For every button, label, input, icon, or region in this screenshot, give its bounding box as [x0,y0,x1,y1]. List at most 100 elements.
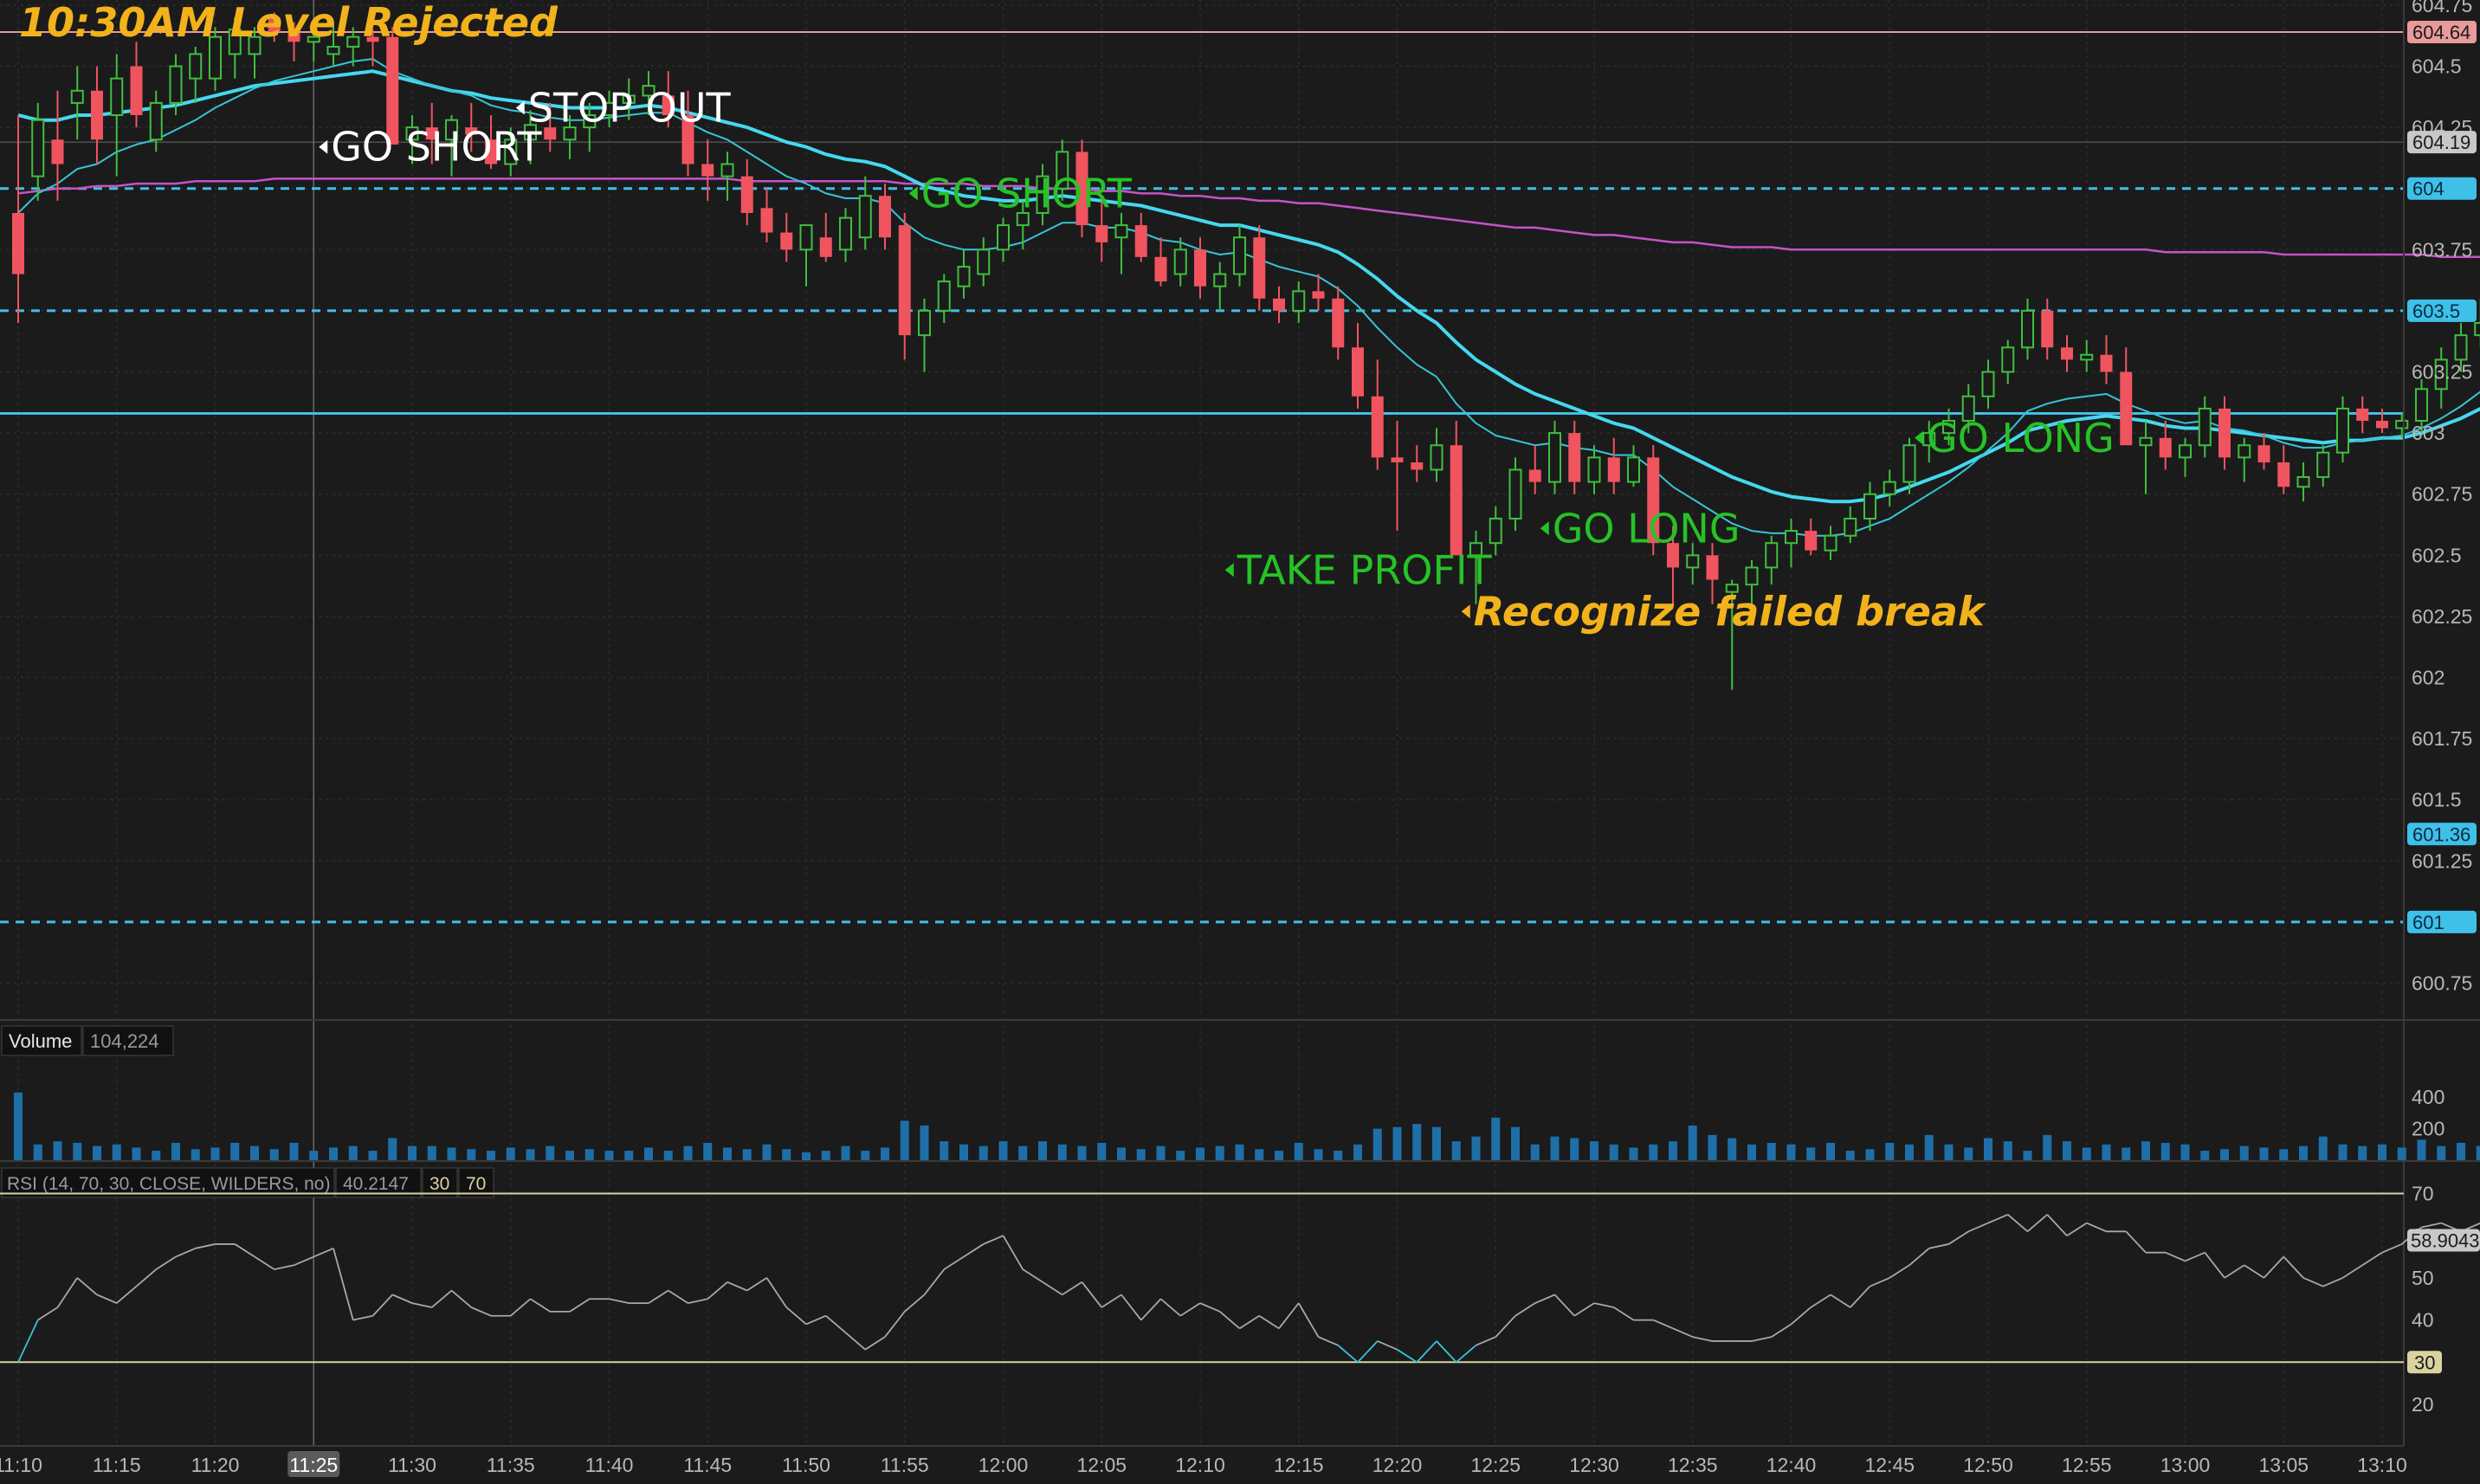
candle[interactable] [1411,445,1424,482]
candle[interactable] [2376,408,2388,434]
candle[interactable] [2356,396,2369,434]
price-axis[interactable]: 604.75604.5604.25604603.75603.5603.25603… [2407,0,2477,995]
candle[interactable] [209,27,222,91]
candle[interactable] [1785,518,1798,568]
candle[interactable] [1194,237,1206,299]
candle[interactable] [287,22,300,61]
candle[interactable] [425,102,438,165]
candle[interactable] [2238,437,2251,482]
candle[interactable] [1667,526,1679,604]
candle[interactable] [681,90,694,177]
candles[interactable] [12,12,2480,690]
candle[interactable] [1844,506,1857,544]
candle[interactable] [485,115,497,170]
candle[interactable] [799,224,813,287]
candle[interactable] [1016,200,1030,250]
candle[interactable] [1824,526,1837,560]
candle[interactable] [740,158,753,226]
candle[interactable] [1745,559,1759,604]
candle[interactable] [2395,413,2409,438]
candle[interactable] [622,78,636,120]
candle[interactable] [603,90,616,128]
candle[interactable] [1075,139,1088,238]
candle[interactable] [1332,286,1345,360]
candle[interactable] [1587,445,1601,494]
candle[interactable] [1233,225,1246,287]
candle[interactable] [1981,359,1995,409]
candle[interactable] [2179,437,2192,477]
candle[interactable] [326,22,340,67]
candle[interactable] [1430,428,1443,482]
candle[interactable] [91,66,103,165]
candle[interactable] [1273,286,1285,324]
candle[interactable] [1312,274,1325,311]
candle[interactable] [1114,212,1128,274]
candle[interactable] [386,27,399,145]
candle[interactable] [1173,237,1187,287]
candle[interactable] [1450,421,1463,556]
candle[interactable] [189,46,203,103]
candle[interactable] [445,115,458,177]
candle[interactable] [248,27,262,79]
candle[interactable] [1213,261,1227,311]
candle[interactable] [879,184,891,250]
candle[interactable] [465,102,478,152]
candle[interactable] [720,152,734,201]
candle[interactable] [1627,445,1640,487]
candle[interactable] [1292,281,1306,324]
candle[interactable] [1528,445,1541,494]
candle[interactable] [2415,379,2428,434]
candle[interactable] [130,42,143,128]
candle[interactable] [346,27,360,67]
candle[interactable] [662,71,675,128]
candle[interactable] [268,12,281,42]
candle[interactable] [1686,543,1700,585]
candle[interactable] [110,54,124,177]
candle[interactable] [12,115,24,324]
candle[interactable] [997,217,1010,262]
candle[interactable] [1253,225,1266,311]
candle[interactable] [898,212,911,360]
candle[interactable] [780,212,793,262]
candle[interactable] [1391,421,1404,532]
candle[interactable] [2257,433,2270,470]
candle[interactable] [51,90,64,201]
candle[interactable] [1134,212,1147,262]
candle[interactable] [366,29,379,67]
candle[interactable] [228,17,242,79]
candle[interactable] [2041,298,2054,360]
candle[interactable] [583,102,597,152]
candle[interactable] [1805,518,1818,556]
candle[interactable] [524,110,537,165]
candle[interactable] [858,176,872,250]
candle[interactable] [2159,421,2172,470]
candle[interactable] [1508,457,1522,532]
candle[interactable] [1469,531,1482,604]
candle[interactable] [2336,396,2349,463]
candle[interactable] [2001,339,2015,384]
candle[interactable] [504,127,518,177]
candle[interactable] [819,212,832,262]
candle[interactable] [2198,396,2212,458]
candle[interactable] [1371,359,1384,470]
candle[interactable] [1036,164,1049,226]
candle[interactable] [1765,535,1779,585]
candle[interactable] [2120,347,2133,446]
candle[interactable] [1902,437,1916,494]
candle[interactable] [760,188,773,242]
candle[interactable] [937,274,951,324]
candle[interactable] [2139,421,2153,494]
candle[interactable] [1922,421,1936,463]
candle[interactable] [2316,445,2330,487]
candle[interactable] [957,249,971,299]
candle[interactable] [1883,469,1896,506]
candle[interactable] [1548,421,1561,494]
candle[interactable] [307,27,320,61]
candle[interactable] [2474,298,2480,348]
candle[interactable] [2218,396,2231,470]
candle[interactable] [1056,139,1069,201]
candle[interactable] [149,90,163,152]
candle[interactable] [1961,384,1975,434]
candle[interactable] [1489,506,1502,556]
